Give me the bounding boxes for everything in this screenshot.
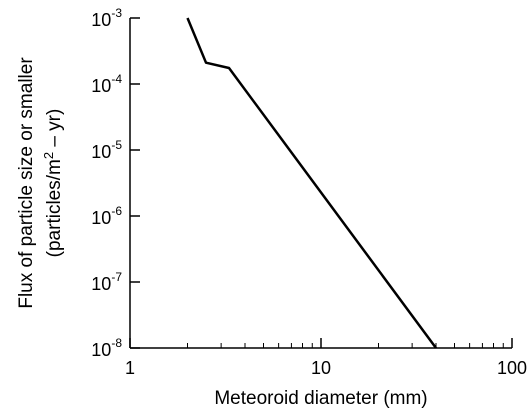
y-axis-label-line2-main: (particles/m <box>44 159 65 257</box>
y-tick-label: 10-5 <box>91 138 122 162</box>
x-tick-label: 100 <box>497 358 527 378</box>
y-tick-base: 10 <box>91 340 111 360</box>
y-tick-label: 10-4 <box>91 72 122 96</box>
y-tick-base: 10 <box>91 142 111 162</box>
flux-series-line <box>186 17 438 349</box>
plot-axes <box>129 18 512 349</box>
y-axis-label-line1: Flux of particle size or smaller <box>16 57 37 309</box>
y-axis-label-line2-rest: – yr) <box>44 109 65 152</box>
y-tick-label: 10-8 <box>91 336 122 360</box>
x-tick-label: 1 <box>125 358 135 378</box>
y-tick-label: 10-3 <box>91 6 122 30</box>
y-axis-label-line2-sup: 2 <box>41 152 56 159</box>
y-tick-base: 10 <box>91 76 111 96</box>
x-tick-label: 10 <box>311 358 331 378</box>
y-axis-label-line2: (particles/m2 – yr) <box>41 109 66 258</box>
y-tick-base: 10 <box>91 274 111 294</box>
y-tick-exponent: -6 <box>111 204 122 218</box>
y-tick-exponent: -5 <box>111 138 122 152</box>
y-tick-label: 10-7 <box>91 270 122 294</box>
y-tick-label: 10-6 <box>91 204 122 228</box>
y-tick-exponent: -8 <box>111 336 122 350</box>
series-layer <box>186 17 438 349</box>
y-tick-exponent: -7 <box>111 270 122 284</box>
y-tick-exponent: -4 <box>111 72 122 86</box>
x-axis-label: Meteoroid diameter (mm) <box>214 388 427 409</box>
y-tick-base: 10 <box>91 10 111 30</box>
y-tick-base: 10 <box>91 208 111 228</box>
y-tick-exponent: -3 <box>111 6 122 20</box>
